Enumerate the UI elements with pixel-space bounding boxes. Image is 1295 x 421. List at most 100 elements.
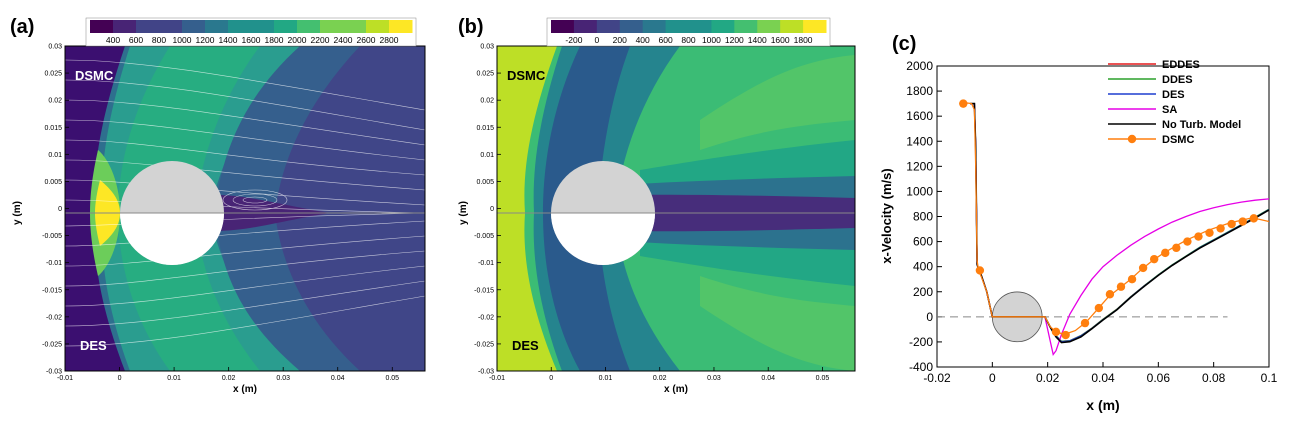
panel-c-dsmc-marker	[1161, 248, 1170, 258]
panel-b-y-tick-label: -0.015	[474, 287, 494, 294]
panel-b-y-tick-label: -0.02	[478, 314, 494, 321]
panel-b-colorbar: -200 0 200 400 600 800 1000 1200 1400 1600 1800	[546, 17, 831, 47]
panel-b-label: (b)	[458, 16, 484, 38]
panel-b-y-tick-label: -0.005	[474, 233, 494, 240]
panel-c-plot-area	[937, 99, 1269, 357]
panel-c-dsmc-marker	[1061, 330, 1070, 340]
panel-a-colorbar-tick: 1400	[219, 35, 238, 45]
panel-b-colorbar-tick: 600	[658, 35, 672, 45]
panel-a-ylabel: y (m)	[12, 201, 23, 225]
panel-a-colorbar-tick: 1600	[242, 35, 261, 45]
panel-b-colorbar-tick: 1800	[794, 35, 813, 45]
panel-a-y-tick-label: 0.005	[44, 179, 62, 186]
panel-b-colorbar-swatch	[734, 20, 758, 33]
panel-a-cylinder-lower-half	[120, 213, 224, 265]
panel-c-dsmc-marker	[1116, 282, 1126, 291]
panel-a-y-tick-label: -0.005	[42, 233, 62, 240]
panel-c-dsmc-marker	[1249, 214, 1258, 223]
panel-a-y-tick-label: 0.025	[44, 71, 62, 78]
panel-a-colorbar-swatch	[297, 20, 321, 33]
panel-b-contour-field	[497, 46, 855, 371]
panel-c-y-tick-label: -400	[909, 360, 933, 374]
panel-c-y-tick-label: 1200	[906, 159, 933, 173]
panel-c-dsmc-marker	[1205, 228, 1214, 238]
panel-a-x-tick-label: 0	[118, 375, 122, 382]
panel-b-colorbar-swatch	[803, 20, 827, 33]
panel-c-legend-label: No Turb. Model	[1162, 119, 1241, 131]
panel-c-frame	[936, 65, 1270, 368]
panel-b-y-tick-label: 0.01	[480, 152, 494, 159]
panel-a-colorbar-swatch	[136, 20, 160, 33]
panel-a-x-tick-label: 0.01	[167, 375, 181, 382]
panel-a-y-tick-label: 0.01	[48, 152, 62, 159]
panel-c-x-tick-label: -0.02	[923, 371, 951, 385]
panel-a-colorbar: 400 600 800 1000 1200 1400 1600 1800 2000 2200 240…	[85, 17, 417, 47]
panel-a-colorbar-swatch	[182, 20, 206, 33]
panel-a-dsmc-label: DSMC	[75, 68, 114, 83]
panel-b-colorbar-tick: 400	[636, 35, 650, 45]
panel-c-dsmc-marker	[1227, 219, 1236, 229]
panel-b-colorbar-tick: 800	[681, 35, 695, 45]
panel-c-dsmc-marker	[1080, 318, 1090, 328]
panel-c-x-tick-label: 0.1	[1261, 371, 1278, 385]
panel-a-y-tick-label: -0.03	[46, 369, 62, 376]
panel-c-y-tick-label: 200	[913, 285, 933, 299]
panel-b-des-label: DES	[512, 338, 539, 353]
panel-a-colorbar-tick: 600	[129, 35, 143, 45]
panel-c-y-tick-label: 2000	[906, 59, 933, 73]
panel-b-y-tick-label: 0.03	[480, 44, 494, 51]
panel-c-legend-label: DDES	[1162, 74, 1193, 86]
panel-a-colorbar-swatch	[228, 20, 252, 33]
panel-c-y-tick-label: 400	[913, 260, 933, 274]
panel-a-colorbar-swatch	[251, 20, 275, 33]
panel-b-ylabel: y (m)	[458, 201, 469, 225]
panel-a-xlabel: x (m)	[233, 384, 257, 395]
panel-a: (a)	[10, 16, 426, 395]
panel-a-colorbar-swatch	[274, 20, 298, 33]
panel-b-expansion-lower	[700, 276, 855, 371]
panel-b-cylinder-lower-half	[551, 213, 655, 265]
panel-c: (c) -0.02 0 0.02 0.04 0.06 0.08 0.1 2000180016…	[879, 33, 1278, 413]
panel-c-y-tick-label: 1000	[906, 184, 933, 198]
panel-b-x-tick-label: 0.05	[816, 375, 830, 382]
panel-b-colorbar-tick: -200	[565, 35, 582, 45]
panel-b-y-tick-label: 0.02	[480, 98, 494, 105]
panel-c-y-tick-label: 1800	[906, 84, 933, 98]
panel-b-colorbar-swatch	[665, 20, 689, 33]
panel-b-y-tick-label: 0.025	[476, 71, 494, 78]
panel-b-colorbar-swatch	[573, 20, 598, 33]
panel-b-y-tick-label: 0.015	[476, 125, 494, 132]
panel-c-legend-label: EDDES	[1162, 59, 1200, 71]
panel-a-colorbar-tick: 2200	[311, 35, 330, 45]
panel-c-dsmc-marker	[1238, 217, 1247, 226]
panel-c-dsmc-marker	[1172, 243, 1181, 253]
panel-b-x-tick-label: 0.01	[599, 375, 613, 382]
panel-c-legend: EDDES DDES DES SA No Turb. Model DSMC	[1108, 59, 1241, 146]
panel-c-legend-label: SA	[1162, 104, 1177, 116]
panel-c-y-tick-label: 1400	[906, 134, 933, 148]
panel-b-colorbar-swatch	[688, 20, 712, 33]
panel-a-des-label: DES	[80, 338, 107, 353]
panel-c-x-tick-label: 0.06	[1147, 371, 1171, 385]
panel-b-colorbar-tick: 1200	[725, 35, 744, 45]
panel-c-dsmc-marker	[1194, 232, 1203, 241]
panel-c-dsmc-marker	[1127, 275, 1137, 284]
panel-b-colorbar-tick: 0	[594, 35, 599, 45]
panel-b-colorbar-swatch	[757, 20, 781, 33]
panel-b: (b) DSMC DES -200 0 200 400 600 800 1000 1200 14…	[458, 16, 856, 395]
panel-b-x-tick-label: -0.01	[489, 375, 505, 382]
panel-c-x-tick-label: 0.08	[1202, 371, 1226, 385]
panel-b-y-tick-label: 0.005	[476, 179, 494, 186]
panel-c-dsmc-marker	[959, 99, 968, 108]
panel-c-legend-label: DSMC	[1162, 134, 1194, 146]
panel-b-colorbar-swatch	[642, 20, 667, 33]
panel-c-legend-marker	[1127, 134, 1137, 144]
panel-a-x-tick-label: 0.04	[331, 375, 345, 382]
panel-a-colorbar-tick: 2800	[380, 35, 399, 45]
panel-a-colorbar-tick: 2400	[334, 35, 353, 45]
panel-c-y-tick-label: 1600	[906, 109, 933, 123]
panel-a-x-tick-label: 0.05	[385, 375, 399, 382]
panel-a-outer-region	[275, 46, 425, 371]
panel-c-y-tick-label: -200	[909, 335, 933, 349]
